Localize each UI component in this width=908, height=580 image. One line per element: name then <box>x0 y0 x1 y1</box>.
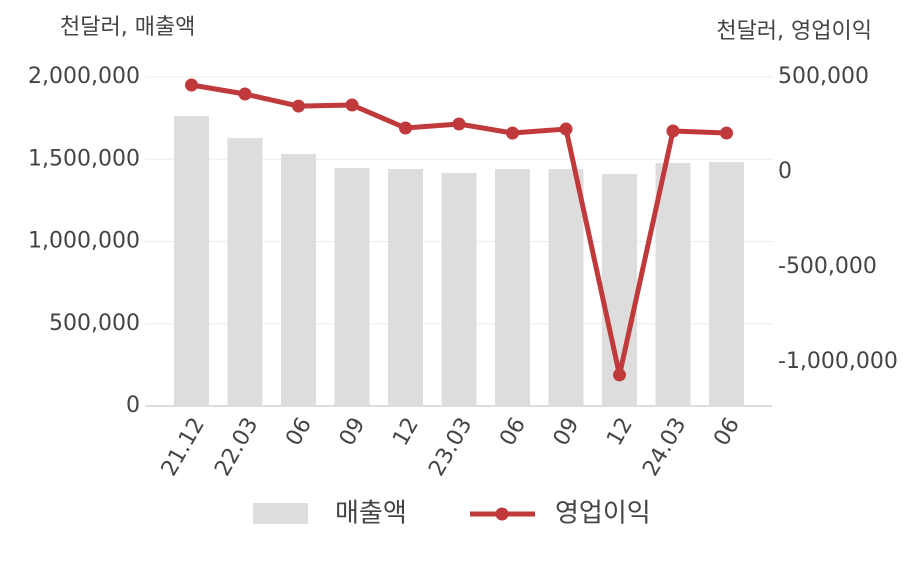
x-tick-label: 09 <box>549 414 585 451</box>
point <box>613 368 626 382</box>
y-tick-label: 1,500,000 <box>28 146 140 171</box>
x-tick-label: 24.03 <box>638 414 691 481</box>
y2-tick-label: 500,000 <box>778 64 869 89</box>
legend-label: 영업이익 <box>555 499 651 529</box>
point <box>185 78 198 92</box>
bar <box>227 138 263 407</box>
x-tick-label: 06 <box>495 414 531 451</box>
y-tick-label: 500,000 <box>49 311 140 336</box>
point <box>506 126 519 140</box>
bar <box>388 168 423 406</box>
bar <box>334 167 370 406</box>
y2-tick-label: -500,000 <box>778 254 877 279</box>
bar <box>495 168 530 406</box>
x-tick-label: 23.03 <box>424 414 477 481</box>
point <box>452 117 466 131</box>
y-tick-label: 2,000,000 <box>28 64 140 89</box>
bar <box>281 153 316 406</box>
x-tick-label: 12 <box>602 414 638 451</box>
y2-tick-label: -1,000,000 <box>778 349 898 374</box>
bar <box>548 168 584 406</box>
y2-axis-label: 천달러, 영업이익 <box>716 19 872 44</box>
x-tick-label: 12 <box>388 414 424 451</box>
y-tick-label: 0 <box>126 393 140 418</box>
point <box>292 99 305 113</box>
legend-label: 매출액 <box>335 499 407 529</box>
point <box>559 122 573 136</box>
point <box>720 126 733 140</box>
y-tick-label: 1,000,000 <box>28 229 140 254</box>
y-axis-label: 천달러, 매출액 <box>60 15 195 40</box>
legend-swatch <box>253 503 308 524</box>
point <box>345 98 359 112</box>
bar <box>441 173 477 406</box>
bar <box>709 162 744 406</box>
x-tick-label: 09 <box>335 414 371 451</box>
x-tick-label: 21.12 <box>157 414 210 481</box>
point <box>399 121 412 135</box>
x-tick-label: 06 <box>281 414 317 451</box>
x-tick-label: 06 <box>709 414 745 451</box>
legend-swatch <box>495 507 509 521</box>
bar <box>655 163 691 406</box>
point <box>666 124 680 138</box>
x-tick-label: 22.03 <box>210 414 263 481</box>
y2-tick-label: 0 <box>778 159 792 184</box>
bar <box>174 115 209 406</box>
point <box>238 87 252 101</box>
